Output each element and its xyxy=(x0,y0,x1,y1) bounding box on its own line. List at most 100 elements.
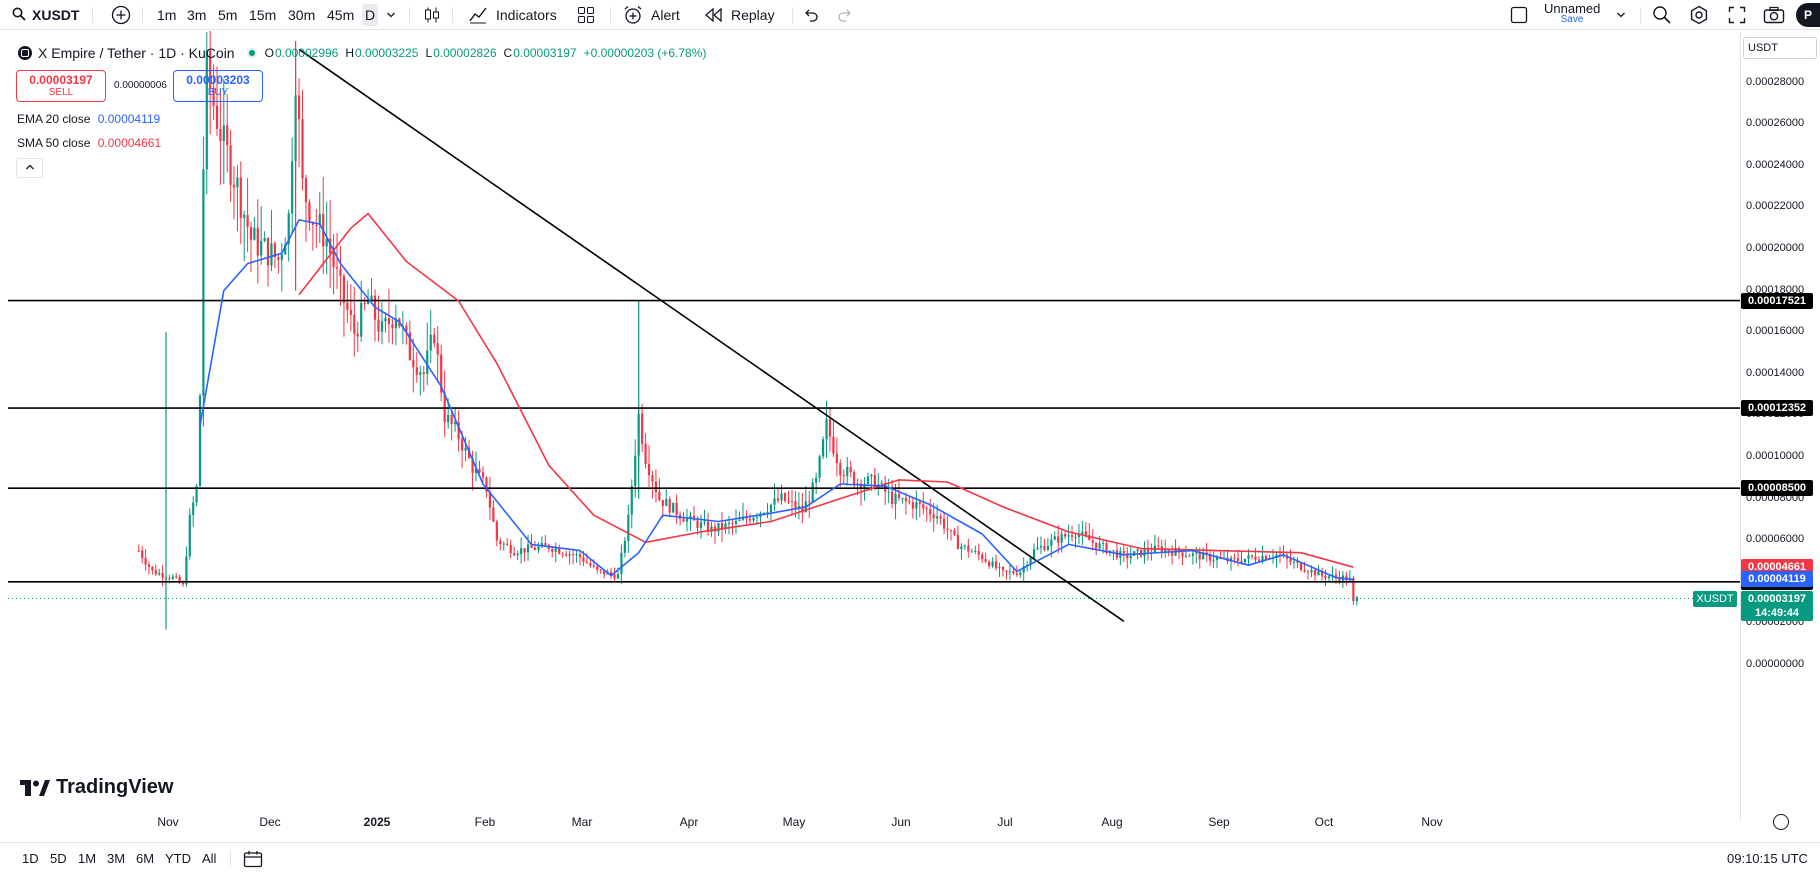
candles-style-button[interactable] xyxy=(423,0,441,30)
candle-body xyxy=(839,463,842,476)
undo-button[interactable] xyxy=(802,0,818,30)
candle-body xyxy=(412,359,415,368)
candle-body xyxy=(1236,558,1240,561)
candle-body xyxy=(894,493,897,504)
candle-body xyxy=(280,254,283,260)
sma-label: SMA 50 close xyxy=(17,136,91,150)
candle-body xyxy=(846,467,849,477)
candle-body xyxy=(724,523,727,530)
candle-body xyxy=(195,486,198,503)
chevron-down-icon[interactable] xyxy=(1616,0,1626,30)
candle-body xyxy=(589,562,592,566)
candle-body xyxy=(661,499,664,506)
candle-body xyxy=(717,523,720,532)
candle-body xyxy=(731,523,734,525)
candle-body xyxy=(801,505,804,513)
settings-button[interactable] xyxy=(1689,0,1709,30)
candle-body xyxy=(1122,551,1125,554)
compare-add-button[interactable] xyxy=(111,0,131,30)
interval-d[interactable]: D xyxy=(362,4,379,26)
price-scale[interactable]: USDT xyxy=(1740,31,1820,821)
symbol-search-button[interactable]: XUSDT xyxy=(12,0,79,30)
time-axis-label: Apr xyxy=(679,815,699,829)
candle-body xyxy=(205,50,208,170)
range-1d[interactable]: 1D xyxy=(22,851,39,866)
ema-legend-row[interactable]: EMA 20 close 0.00004119 xyxy=(17,112,160,126)
candle-body xyxy=(994,561,998,569)
range-6m[interactable]: 6M xyxy=(136,851,155,866)
candle-body xyxy=(440,354,443,393)
candle-body xyxy=(696,520,699,529)
candle-body xyxy=(682,518,685,522)
collapse-legend-button[interactable] xyxy=(16,158,43,178)
sma-legend-row[interactable]: SMA 50 close 0.00004661 xyxy=(17,136,161,150)
candle-body xyxy=(460,439,464,451)
candle-body xyxy=(415,367,418,375)
candle-body xyxy=(405,325,408,333)
layout-checkbox[interactable] xyxy=(1510,0,1528,30)
candle-body xyxy=(1195,552,1198,554)
currency-label: USDT xyxy=(1748,42,1778,54)
low-key: L xyxy=(425,46,433,60)
interval-1m[interactable]: 1m xyxy=(157,7,177,23)
tradingview-logo[interactable]: TradingView xyxy=(20,776,173,799)
range-1m[interactable]: 1M xyxy=(78,851,97,866)
candle-body xyxy=(523,548,526,553)
redo-button[interactable] xyxy=(838,0,854,30)
range-5d[interactable]: 5D xyxy=(50,851,67,866)
ema-price-tag: 0.00004119 xyxy=(1741,571,1813,588)
snapshot-button[interactable] xyxy=(1763,0,1785,30)
time-axis-label: May xyxy=(782,815,806,829)
chevron-down-icon[interactable] xyxy=(386,0,396,30)
candle-body xyxy=(277,256,280,260)
quick-search-button[interactable] xyxy=(1652,0,1672,30)
candle-body xyxy=(1091,540,1094,543)
sell-button[interactable]: 0.00003197 SELL xyxy=(16,70,106,102)
buy-button[interactable]: 0.00003203 BUY xyxy=(173,70,263,102)
templates-button[interactable] xyxy=(577,0,595,30)
coin-logo-icon xyxy=(18,46,32,60)
candle-body xyxy=(970,551,973,553)
alert-button[interactable]: Alert xyxy=(623,0,680,30)
candle-body xyxy=(811,482,814,502)
candle-body xyxy=(450,414,453,425)
plus-circle-icon xyxy=(111,5,131,25)
range-ytd[interactable]: YTD xyxy=(165,851,191,866)
candle-body xyxy=(956,534,960,550)
candle-body xyxy=(408,332,411,360)
candle-body xyxy=(1012,571,1015,574)
indicators-button[interactable]: Indicators xyxy=(468,0,557,30)
date-range-button[interactable] xyxy=(243,850,263,871)
replay-button[interactable]: Replay xyxy=(705,0,775,30)
candle-body xyxy=(1098,543,1101,549)
candle-body xyxy=(776,498,780,501)
sma-value: 0.00004661 xyxy=(97,136,162,150)
interval-45m[interactable]: 45m xyxy=(327,7,355,23)
candle-body xyxy=(422,372,425,374)
symbol-title[interactable]: X Empire / Tether · 1D · KuCoin xyxy=(38,45,235,61)
interval-5m[interactable]: 5m xyxy=(218,7,238,23)
range-all[interactable]: All xyxy=(202,851,217,866)
layout-name-button[interactable]: Unnamed Save xyxy=(1544,1,1600,25)
profile-avatar[interactable]: P xyxy=(1796,3,1820,27)
candle-body xyxy=(568,554,571,556)
fullscreen-button[interactable] xyxy=(1728,0,1746,30)
scale-settings-icon[interactable] xyxy=(1773,814,1789,830)
interval-3m[interactable]: 3m xyxy=(187,7,207,23)
divider xyxy=(792,7,793,23)
candle-body xyxy=(188,514,191,557)
interval-30m[interactable]: 30m xyxy=(288,7,316,23)
candle-body xyxy=(710,526,713,532)
candle-body xyxy=(1261,555,1264,561)
magnifier-icon xyxy=(1653,6,1671,24)
timezone-clock[interactable]: 09:10:15 UTC xyxy=(1727,851,1808,866)
candle-body xyxy=(232,184,236,188)
candle-body xyxy=(270,243,273,266)
ema-line xyxy=(199,219,1354,581)
currency-selector[interactable]: USDT xyxy=(1743,37,1817,59)
price-chart[interactable] xyxy=(0,31,1740,821)
candle-body xyxy=(988,561,991,567)
range-3m[interactable]: 3M xyxy=(107,851,126,866)
interval-15m[interactable]: 15m xyxy=(249,7,277,23)
candle-body xyxy=(1001,567,1005,571)
